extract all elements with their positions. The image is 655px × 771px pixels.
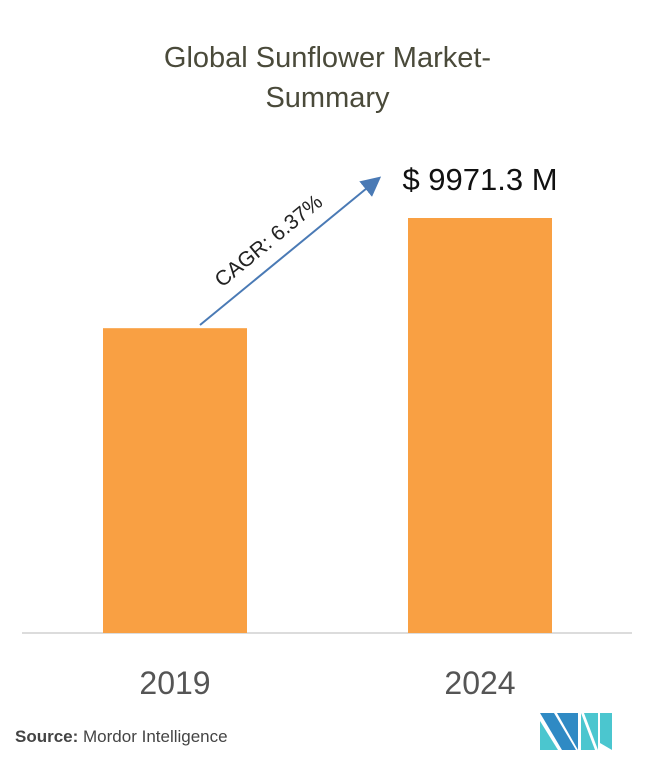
cagr-arrow [199,176,382,326]
title-line-2: Summary [265,82,390,114]
source-text: Mordor Intelligence [78,727,228,746]
logo [540,713,612,750]
data-label: $ 9971.3 M [402,162,557,197]
title-line-1: Global Sunflower Market- [163,42,492,74]
bar-2024 [408,218,552,633]
source-label: Source: [15,727,79,746]
x-tick-label: 2024 [444,665,515,701]
cagr-label: CAGR: 6.37% [211,190,328,291]
source-note: Source: Mordor Intelligence [15,727,228,747]
bar-2019 [103,328,247,633]
x-tick-label: 2019 [139,665,210,701]
chart-title: Global Sunflower Market- Summary [0,38,655,118]
